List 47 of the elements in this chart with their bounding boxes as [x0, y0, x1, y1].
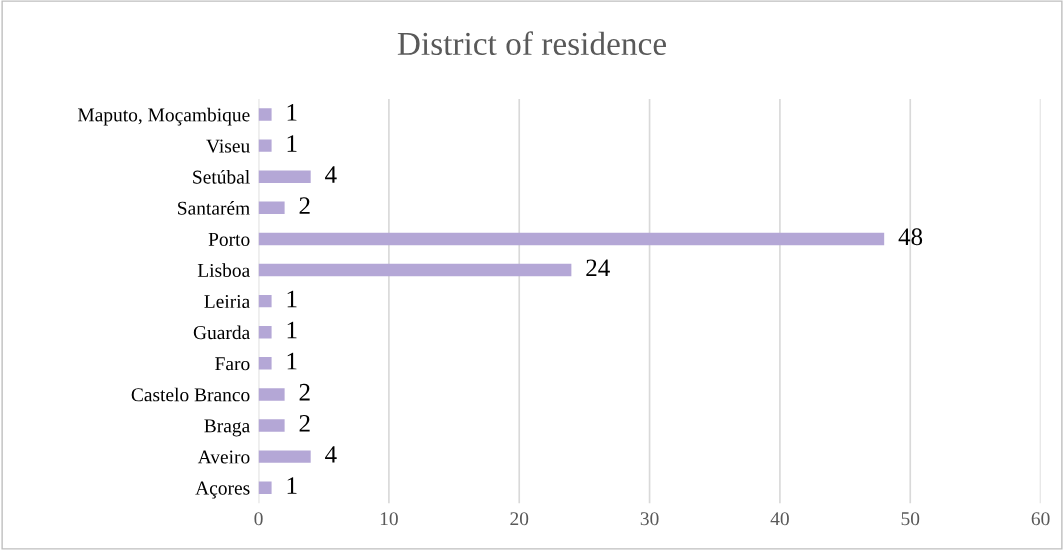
data-label: 1: [287, 477, 297, 494]
y-tick-label: Castelo Branco: [131, 387, 250, 402]
x-tick-label: 40: [770, 512, 789, 526]
data-label: 1: [287, 352, 297, 370]
y-tick-label: Lisboa: [197, 263, 250, 277]
x-tick-label: 0: [254, 512, 263, 526]
data-label: 2: [299, 414, 310, 432]
bar: [258, 326, 272, 339]
bar: [258, 108, 272, 121]
data-label: 4: [325, 166, 337, 183]
chart-title: District of residence: [397, 31, 666, 56]
x-tick-label: 10: [380, 512, 398, 526]
y-tick-label: Aveiro: [197, 450, 250, 464]
y-tick-label: Santarém: [178, 201, 250, 215]
y-tick-label: Setúbal: [193, 169, 250, 184]
x-tick-label: 30: [640, 512, 659, 526]
x-tick-label: 60: [1031, 512, 1050, 526]
data-label: 1: [287, 321, 297, 339]
y-tick-label: Porto: [208, 232, 250, 246]
bar: [258, 294, 272, 308]
bar: [258, 388, 285, 401]
bar: [258, 419, 285, 432]
y-tick-label: Viseu: [206, 139, 250, 153]
data-label: 24: [586, 259, 610, 277]
x-tick-label: 20: [510, 512, 529, 526]
x-tick-label: 50: [901, 512, 920, 526]
data-label: 2: [299, 197, 310, 214]
bar: [258, 263, 572, 277]
y-tick-label: Leiria: [204, 295, 250, 309]
y-tick-label: Faro: [215, 357, 250, 371]
y-tick-label: Guarda: [193, 325, 250, 340]
bar: [258, 201, 285, 215]
bar: [258, 357, 272, 370]
y-tick-label: Açores: [195, 481, 250, 499]
y-tick-label: Braga: [204, 419, 250, 437]
data-label: 1: [287, 104, 297, 121]
data-label: 1: [287, 135, 297, 152]
y-tick-label: Maputo, Moçambique: [77, 107, 250, 126]
data-label: 48: [898, 228, 923, 246]
data-label: 2: [299, 383, 310, 401]
bar: [258, 139, 272, 152]
data-label: 4: [325, 446, 337, 463]
bar: [258, 481, 272, 494]
bar: [258, 170, 311, 183]
data-label: 1: [287, 290, 297, 308]
bar: [258, 450, 311, 463]
bar: [258, 232, 885, 246]
